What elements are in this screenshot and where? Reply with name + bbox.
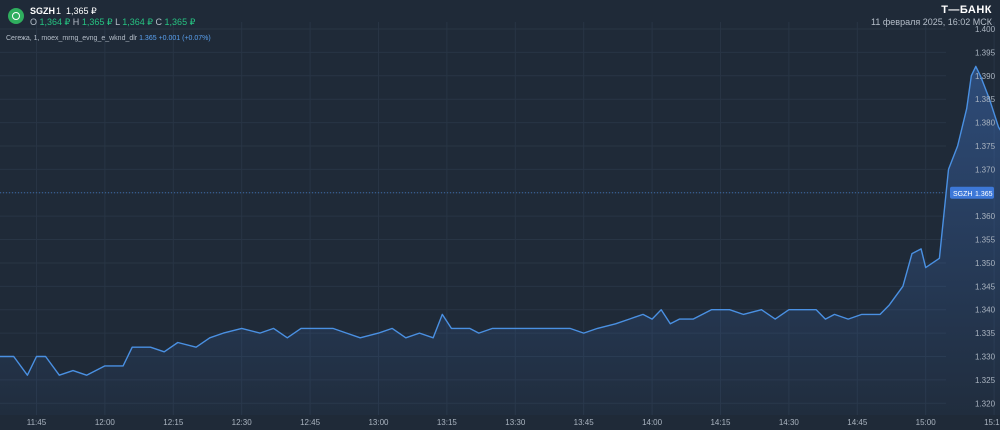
y-tick-label: 1.350 xyxy=(975,259,996,268)
last-price-tag-symbol: SGZH xyxy=(953,191,972,198)
y-tick-label: 1.355 xyxy=(975,236,996,245)
ticker-symbol[interactable]: SGZH xyxy=(30,6,56,16)
high-label: H xyxy=(72,17,80,27)
x-tick-label: 15:15 xyxy=(984,418,1000,427)
last-price-tag xyxy=(950,186,994,199)
x-tick-label: 12:45 xyxy=(300,418,321,427)
x-tick-label: 12:30 xyxy=(232,418,253,427)
x-tick-label: 14:45 xyxy=(847,418,868,427)
x-tick-label: 14:00 xyxy=(642,418,663,427)
close-value: 1,365 ₽ xyxy=(164,17,196,27)
x-tick-label: 13:45 xyxy=(574,418,595,427)
x-tick-label: 13:00 xyxy=(368,418,389,427)
open-value: 1,364 ₽ xyxy=(39,17,71,27)
y-tick-label: 1.325 xyxy=(975,376,996,385)
brand-logo: Т—БАНК xyxy=(941,4,992,16)
price-line xyxy=(0,65,1000,376)
indicator-change: +0.001 (+0.07%) xyxy=(158,35,211,42)
y-tick-label: 1.385 xyxy=(975,95,996,104)
y-tick-label: 1.335 xyxy=(975,329,996,338)
y-tick-label: 1.330 xyxy=(975,353,996,362)
y-tick-label: 1.360 xyxy=(975,212,996,221)
y-tick-label: 1.375 xyxy=(975,142,996,151)
x-tick-label: 12:15 xyxy=(163,418,184,427)
interval-value[interactable]: 1 xyxy=(56,6,62,16)
price-area-fill xyxy=(0,66,1000,415)
y-tick-label: 1.400 xyxy=(975,25,996,34)
open-label: O xyxy=(30,17,38,27)
last-price: 1,365 ₽ xyxy=(66,6,97,16)
x-tick-label: 15:00 xyxy=(916,418,937,427)
x-tick-label: 13:15 xyxy=(437,418,458,427)
x-tick-label: 14:15 xyxy=(710,418,731,427)
low-label: L xyxy=(115,17,120,27)
y-tick-label: 1.370 xyxy=(975,165,996,174)
y-tick-label: 1.395 xyxy=(975,48,996,57)
indicator-name: Сегежа, 1, moex_mrng_evng_e_wknd_dlr xyxy=(6,35,138,42)
y-tick-label: 1.380 xyxy=(975,119,996,128)
y-tick-label: 1.390 xyxy=(975,72,996,81)
ohlc-legend: O 1,364 ₽ H 1,365 ₽ L 1,364 ₽ C 1,365 ₽ xyxy=(30,17,195,28)
y-tick-label: 1.320 xyxy=(975,399,996,408)
low-value: 1,364 ₽ xyxy=(122,17,154,27)
y-tick-label: 1.345 xyxy=(975,282,996,291)
indicator-value: 1.365 xyxy=(139,35,157,42)
y-tick-label: 1.340 xyxy=(975,306,996,315)
timestamp: 11 февраля 2025, 16:02 МСК xyxy=(871,17,992,27)
high-value: 1,365 ₽ xyxy=(81,17,113,27)
x-tick-label: 11:45 xyxy=(27,418,47,427)
indicator-legend[interactable]: Сегежа, 1, moex_mrng_evng_e_wknd_dlr 1.3… xyxy=(6,35,211,42)
x-tick-label: 14:30 xyxy=(779,418,800,427)
x-tick-label: 12:00 xyxy=(95,418,116,427)
close-label: C xyxy=(155,17,163,27)
company-logo-icon xyxy=(8,8,24,24)
last-price-tag-value: 1.365 xyxy=(975,191,993,198)
x-tick-label: 13:30 xyxy=(505,418,526,427)
